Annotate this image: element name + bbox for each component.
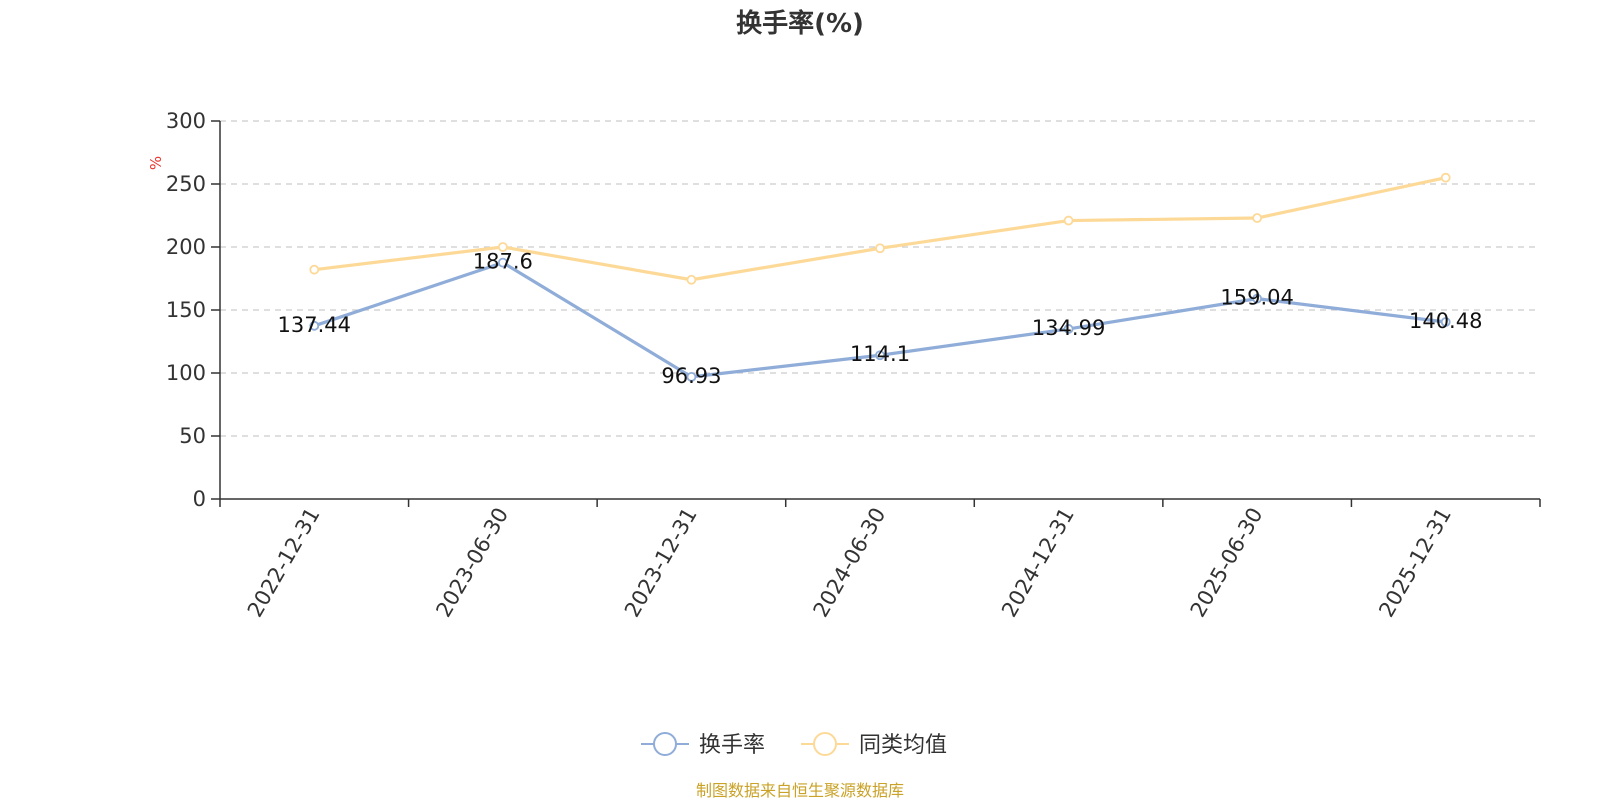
- data-label: 134.99: [1032, 316, 1105, 340]
- legend-swatch-marker: [653, 732, 677, 756]
- data-point: [875, 243, 885, 254]
- y-tick-label: 300: [166, 109, 206, 133]
- data-point: [1063, 324, 1074, 334]
- data-point: [497, 257, 508, 268]
- data-label: 96.93: [661, 364, 721, 388]
- x-tick-label: 2022-12-31: [243, 504, 325, 622]
- legend-label: 同类均值: [859, 733, 947, 758]
- y-tick-label: 150: [166, 298, 206, 322]
- series: [309, 172, 1451, 382]
- x-tick-label: 2025-06-30: [1186, 504, 1268, 622]
- x-tick-label: 2024-06-30: [809, 504, 891, 622]
- data-point: [1440, 172, 1451, 183]
- legend-label: 换手率: [699, 733, 765, 758]
- y-tick-label: 100: [166, 361, 206, 385]
- data-point: [686, 274, 697, 285]
- source-note: 制图数据来自恒生聚源数据库: [696, 781, 904, 800]
- x-tick-label: 2023-06-30: [431, 504, 513, 622]
- data-point: [1440, 317, 1451, 327]
- data-labels: 137.44 187.6 96.93 114.1 134.99 159.04 140.48: [278, 250, 1483, 388]
- y-axis-unit-label: %: [147, 156, 165, 170]
- data-label: 187.6: [473, 250, 533, 274]
- data-point: [497, 242, 508, 252]
- x-tick-label: 2023-12-31: [620, 504, 702, 622]
- x-tick-label: 2024-12-31: [997, 504, 1079, 622]
- y-tick-label: 0: [193, 487, 206, 511]
- data-point: [309, 320, 320, 331]
- chart-title: 换手率(%): [736, 8, 864, 39]
- data-point: [1063, 215, 1074, 226]
- legend[interactable]: 换手率 同类均值: [641, 732, 947, 758]
- y-tick-label: 50: [179, 424, 206, 448]
- y-tick-label: 250: [166, 172, 206, 196]
- legend-item-0[interactable]: 换手率: [641, 732, 765, 758]
- data-point: [1252, 293, 1263, 304]
- legend-item-1[interactable]: 同类均值: [801, 732, 947, 758]
- x-tick-label: 2025-12-31: [1374, 504, 1456, 622]
- data-point: [686, 371, 697, 382]
- data-label: 140.48: [1409, 309, 1482, 333]
- legend-swatch-marker: [813, 732, 837, 756]
- y-tick-label: 200: [166, 235, 206, 259]
- grid-lines: [220, 120, 1540, 437]
- data-point: [875, 350, 885, 361]
- data-label: 114.1: [850, 342, 910, 366]
- data-point: [1252, 213, 1263, 223]
- data-label: 159.04: [1220, 286, 1293, 310]
- data-label: 137.44: [278, 313, 351, 337]
- data-point: [309, 264, 320, 275]
